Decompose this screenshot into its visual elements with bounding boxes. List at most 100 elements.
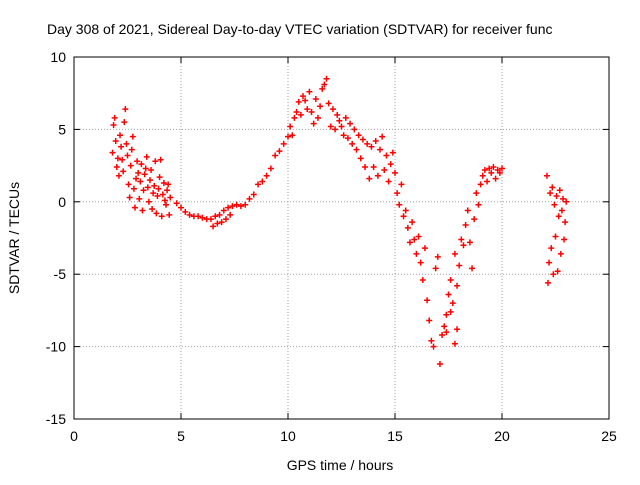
data-point <box>553 193 560 200</box>
data-point <box>492 175 499 182</box>
data-point <box>118 143 125 150</box>
data-point <box>222 216 229 223</box>
data-point <box>155 185 162 192</box>
data-point <box>351 126 358 133</box>
data-point <box>342 114 349 121</box>
data-point <box>117 132 124 139</box>
data-point <box>441 323 448 330</box>
data-point <box>225 204 232 211</box>
data-point <box>445 291 452 298</box>
data-point <box>436 360 443 367</box>
data-point <box>137 178 144 185</box>
data-point <box>417 259 424 266</box>
data-point <box>115 172 122 179</box>
data-point <box>125 181 132 188</box>
data-point <box>110 122 117 129</box>
y-tick-label: 10 <box>50 49 66 65</box>
data-point <box>195 213 202 220</box>
data-point <box>124 152 131 159</box>
data-point <box>127 162 134 169</box>
data-point <box>404 224 411 231</box>
data-point <box>385 178 392 185</box>
data-point <box>255 181 262 188</box>
data-point <box>139 207 146 214</box>
data-point <box>402 207 409 214</box>
data-point <box>400 213 407 220</box>
data-point <box>484 178 491 185</box>
data-point <box>323 75 330 82</box>
data-point <box>152 158 159 165</box>
data-point <box>291 114 298 121</box>
grid-layer <box>74 57 609 419</box>
data-point <box>466 239 473 246</box>
data-point <box>555 213 562 220</box>
data-point <box>178 204 184 211</box>
data-point <box>161 197 168 204</box>
data-point <box>150 190 157 197</box>
data-point <box>154 193 161 200</box>
data-point <box>272 152 279 159</box>
data-point <box>299 93 306 100</box>
data-point <box>285 133 291 140</box>
data-point <box>304 106 311 113</box>
data-point <box>499 165 505 172</box>
y-tick-label: -15 <box>46 411 66 427</box>
data-point <box>415 233 422 240</box>
data-point <box>479 172 486 179</box>
data-point <box>182 208 189 215</box>
data-point <box>157 156 164 163</box>
y-tick-label: 0 <box>58 194 66 210</box>
x-tick-label: 5 <box>177 428 185 444</box>
data-point <box>218 219 225 226</box>
data-point <box>458 236 465 243</box>
data-point <box>496 169 503 176</box>
data-point <box>214 220 221 227</box>
data-point <box>362 164 369 171</box>
data-point <box>143 153 150 160</box>
y-tick-label: -10 <box>46 339 66 355</box>
data-points-layer <box>109 75 570 367</box>
data-point <box>246 195 253 202</box>
data-point <box>212 213 219 220</box>
data-point <box>556 187 563 194</box>
data-point <box>387 161 394 168</box>
data-point <box>460 242 467 249</box>
x-tick-label: 15 <box>387 428 403 444</box>
y-tick-label: -5 <box>54 266 67 282</box>
data-point <box>312 95 319 102</box>
data-point <box>443 311 450 318</box>
data-point <box>558 207 565 214</box>
data-point <box>381 166 388 173</box>
x-tick-label: 0 <box>70 428 78 444</box>
data-point <box>134 158 141 165</box>
data-point <box>561 236 568 243</box>
data-point <box>227 211 234 218</box>
data-point <box>120 168 127 175</box>
data-point <box>426 317 433 324</box>
data-point <box>149 206 156 213</box>
data-point <box>406 239 413 246</box>
data-point <box>237 203 244 210</box>
data-point <box>135 169 142 176</box>
data-point <box>473 190 480 197</box>
data-point <box>158 213 165 220</box>
data-point <box>153 210 160 217</box>
data-point <box>454 326 461 333</box>
data-point <box>216 211 223 218</box>
data-point <box>109 149 116 156</box>
data-point <box>366 175 373 182</box>
data-point <box>145 198 152 205</box>
data-point <box>173 200 180 207</box>
data-point <box>355 132 362 139</box>
data-point <box>439 332 446 339</box>
data-point <box>289 132 296 139</box>
y-axis-label: SDTVAR / TECUs <box>6 182 22 294</box>
data-point <box>126 194 133 201</box>
data-point <box>451 250 458 257</box>
data-point <box>490 164 497 171</box>
data-point <box>121 119 128 126</box>
data-point <box>462 221 469 228</box>
data-point <box>383 152 390 159</box>
data-point <box>469 265 476 272</box>
